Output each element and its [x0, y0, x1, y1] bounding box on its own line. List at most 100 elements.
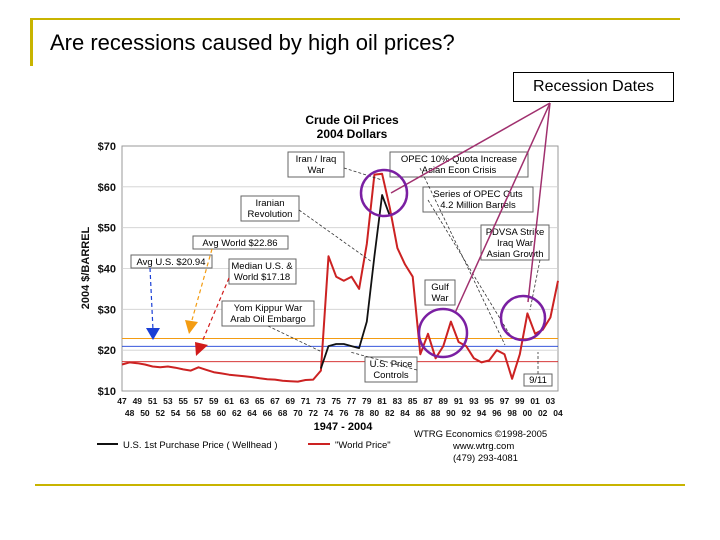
x-tick-label: 60	[217, 408, 227, 418]
x-tick-label: 85	[408, 396, 418, 406]
world-price-line	[121, 172, 559, 383]
svg-text:Avg World $22.86: Avg World $22.86	[202, 238, 277, 249]
x-tick-label: 64	[247, 408, 257, 418]
svg-text:Series of OPEC Cuts: Series of OPEC Cuts	[433, 189, 522, 200]
x-tick-label: 55	[178, 396, 188, 406]
source-org: WTRG Economics	[414, 429, 492, 440]
x-tick-label: 75	[331, 396, 341, 406]
y-axis-label: 2004 $/BARREL	[80, 226, 92, 309]
svg-text:Revolution: Revolution	[248, 209, 293, 220]
x-tick-label: 93	[469, 396, 479, 406]
legend-world-label: "World Price"	[335, 440, 391, 451]
source-credit: WTRG Economics ©1998-2005 www.wtrg.com (…	[414, 429, 547, 464]
recession-circle-2001	[499, 294, 547, 342]
svg-text:4.2 Million Barrels: 4.2 Million Barrels	[440, 200, 516, 211]
svg-text:Iraq War: Iraq War	[497, 238, 533, 249]
x-tick-label: 80	[370, 408, 380, 418]
x-axis-label: 1947 - 2004	[314, 421, 374, 433]
svg-text:World $17.18: World $17.18	[234, 272, 290, 283]
x-tick-label: 54	[171, 408, 181, 418]
svg-text:Controls: Controls	[373, 370, 409, 381]
x-tick-label: 98	[507, 408, 517, 418]
svg-text:OPEC 10% Quota Increase: OPEC 10% Quota Increase	[401, 154, 517, 165]
y-tick-label: $50	[98, 223, 116, 235]
annotation-iran-iraq-war: Iran / Iraq War	[287, 151, 345, 178]
x-tick-label: 63	[240, 396, 250, 406]
svg-text:Gulf: Gulf	[431, 282, 449, 293]
x-tick-label: 01	[530, 396, 540, 406]
x-tick-label: 70	[293, 408, 303, 418]
svg-text:Yom Kippur War: Yom Kippur War	[234, 303, 302, 314]
x-tick-label: 02	[538, 408, 548, 418]
us-price-line	[320, 194, 391, 369]
x-tick-label: 68	[278, 408, 288, 418]
x-tick-label: 66	[263, 408, 273, 418]
svg-text:Asian Econ Crisis: Asian Econ Crisis	[422, 165, 497, 176]
x-tick-label: 04	[553, 408, 563, 418]
annotation-pdvsa: PDVSA Strike Iraq War Asian Growth	[480, 224, 550, 261]
x-tick-label: 57	[194, 396, 204, 406]
x-tick-label: 72	[308, 408, 318, 418]
x-tick-label: 58	[201, 408, 211, 418]
x-tick-label: 62	[232, 408, 242, 418]
svg-text:PDVSA Strike: PDVSA Strike	[486, 227, 545, 238]
svg-text:Asian Growth: Asian Growth	[486, 249, 543, 260]
source-copyright: ©1998-2005	[495, 429, 547, 440]
svg-text:War: War	[431, 293, 448, 304]
x-tick-label: 99	[515, 396, 525, 406]
x-tick-label: 82	[385, 408, 395, 418]
x-tick-label: 53	[163, 396, 173, 406]
x-tick-label: 84	[400, 408, 410, 418]
legend: U.S. 1st Purchase Price ( Wellhead ) "Wo…	[97, 440, 391, 451]
y-tick-label: $60	[98, 182, 116, 194]
x-tick-label: 49	[133, 396, 143, 406]
x-tick-label: 83	[393, 396, 403, 406]
x-tick-label: 69	[286, 396, 296, 406]
x-tick-label: 52	[156, 408, 166, 418]
chart-title: Crude Oil Prices	[305, 113, 399, 127]
annotation-median: Median U.S. & World $17.18	[228, 258, 297, 285]
x-tick-label: 78	[354, 408, 364, 418]
recession-callout-lines	[390, 102, 551, 314]
avg-us-arrow	[146, 267, 160, 340]
slide-frame-accent-top	[30, 18, 680, 20]
x-tick-label: 73	[316, 396, 326, 406]
x-tick-label: 76	[339, 408, 349, 418]
x-tick-label: 67	[270, 396, 280, 406]
recession-circle-1990	[417, 307, 469, 359]
slide-title: Are recessions caused by high oil prices…	[50, 30, 455, 55]
annotation-price-controls: U.S. Price Controls	[364, 356, 418, 383]
annotation-pointers	[267, 167, 541, 374]
x-tick-label: 47	[117, 396, 127, 406]
svg-text:9/11: 9/11	[529, 375, 547, 386]
annotation-opec-quota: OPEC 10% Quota Increase Asian Econ Crisi…	[389, 151, 529, 178]
svg-text:War: War	[307, 165, 324, 176]
x-tick-label: 56	[186, 408, 196, 418]
y-tick-label: $10	[98, 386, 116, 398]
x-tick-label: 79	[362, 396, 372, 406]
svg-text:Arab Oil Embargo: Arab Oil Embargo	[230, 314, 306, 325]
x-tick-label: 92	[461, 408, 471, 418]
x-tick-label: 71	[301, 396, 311, 406]
series-lines	[121, 172, 559, 383]
slide-frame-accent-bottom	[35, 484, 685, 486]
x-tick-label: 89	[439, 396, 449, 406]
svg-text:WTRG Economics ©1998-2005: WTRG Economics ©1998-2005	[414, 429, 547, 440]
svg-text:U.S. Price: U.S. Price	[370, 359, 413, 370]
annotation-avg-world: Avg World $22.86	[192, 235, 289, 250]
avg-world-arrow	[185, 248, 213, 334]
x-tick-label: 88	[431, 408, 441, 418]
y-tick-label: $30	[98, 304, 116, 316]
y-tick-label: $70	[98, 141, 116, 153]
svg-text:Iran / Iraq: Iran / Iraq	[296, 154, 337, 165]
y-tick-label: $20	[98, 345, 116, 357]
x-tick-labels: 47 49 51 53 55 57 59 61 63 65 67 69 71 73 75 77 79 81 83 85…	[117, 396, 563, 418]
annotation-avg-us: Avg U.S. $20.94	[130, 254, 213, 269]
recession-dates-callout: Recession Dates	[513, 72, 674, 102]
svg-text:Iranian: Iranian	[255, 198, 284, 209]
x-tick-label: 61	[224, 396, 234, 406]
x-tick-label: 65	[255, 396, 265, 406]
x-tick-label: 97	[500, 396, 510, 406]
median-arrow	[195, 277, 230, 356]
legend-us-label: U.S. 1st Purchase Price ( Wellhead )	[123, 440, 278, 451]
